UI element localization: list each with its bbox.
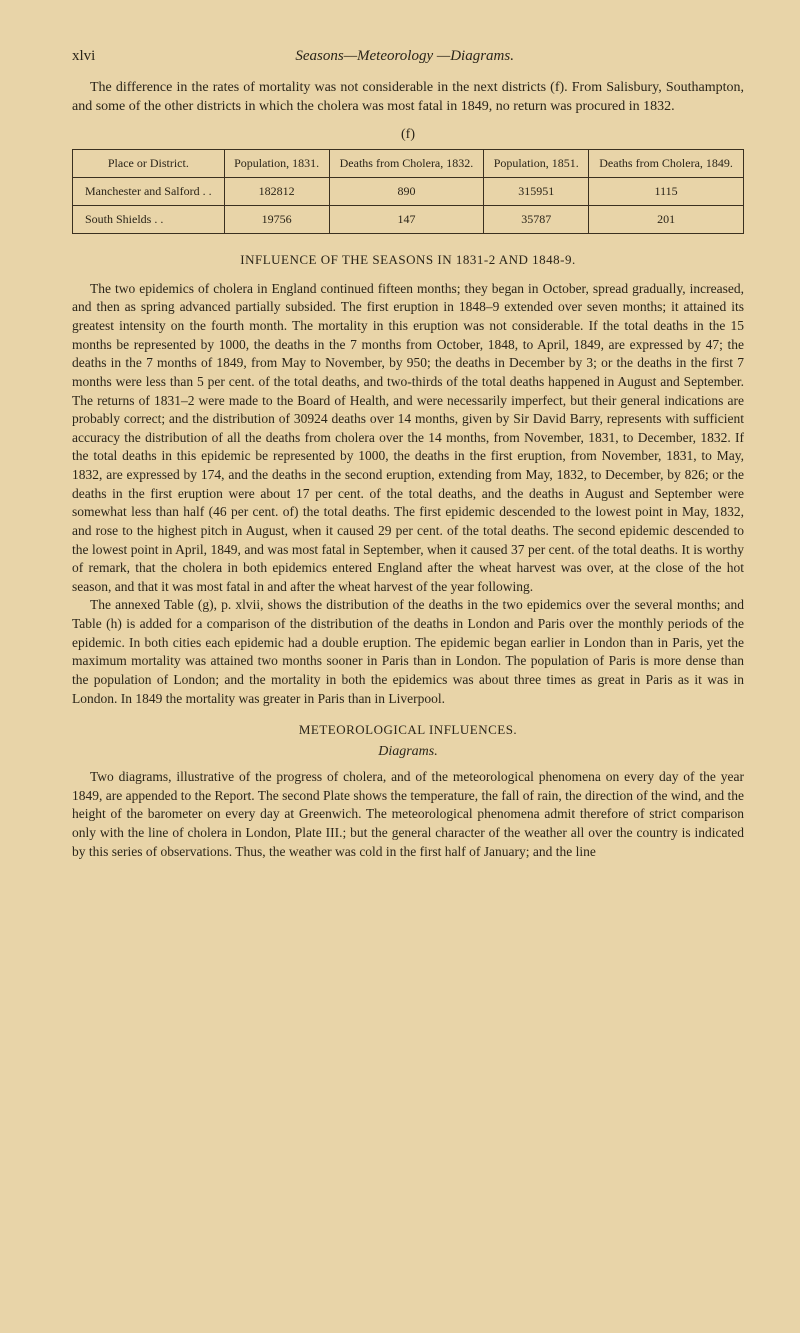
body-text: The two epidemics of cholera in England … — [72, 280, 744, 708]
col-pop-1851: Population, 1851. — [484, 149, 589, 177]
table-row: South Shields . . 19756 147 35787 201 — [73, 205, 744, 233]
table-header-row: Place or District. Population, 1831. Dea… — [73, 149, 744, 177]
meteorological-heading: METEOROLOGICAL INFLUENCES. — [72, 722, 744, 738]
cell-value: 201 — [589, 205, 744, 233]
cell-value: 19756 — [224, 205, 329, 233]
cell-place: Manchester and Salford . . — [73, 177, 225, 205]
paragraph-1: The two epidemics of cholera in England … — [72, 280, 744, 597]
col-deaths-1849: Deaths from Cholera, 1849. — [589, 149, 744, 177]
cell-value: 890 — [329, 177, 484, 205]
running-head: Seasons—Meteorology —Diagrams. — [295, 48, 514, 65]
table-row: Manchester and Salford . . 182812 890 31… — [73, 177, 744, 205]
district-table: Place or District. Population, 1831. Dea… — [72, 149, 744, 234]
page-header: xlvi Seasons—Meteorology —Diagrams. — [72, 48, 744, 65]
cell-place: South Shields . . — [73, 205, 225, 233]
col-deaths-1832: Deaths from Cholera, 1832. — [329, 149, 484, 177]
paragraph-2: The annexed Table (g), p. xlvii, shows t… — [72, 596, 744, 708]
cell-value: 315951 — [484, 177, 589, 205]
cell-value: 1115 — [589, 177, 744, 205]
page-number: xlvi — [72, 48, 95, 65]
col-pop-1831: Population, 1831. — [224, 149, 329, 177]
col-place: Place or District. — [73, 149, 225, 177]
paragraph-3: Two diagrams, illustrative of the progre… — [72, 768, 744, 861]
cell-value: 147 — [329, 205, 484, 233]
diagrams-label: Diagrams. — [72, 744, 744, 760]
table-label: (f) — [72, 127, 744, 143]
seasons-heading: INFLUENCE OF THE SEASONS IN 1831-2 AND 1… — [72, 252, 744, 268]
body-text-2: Two diagrams, illustrative of the progre… — [72, 768, 744, 861]
intro-paragraph: The difference in the rates of mortality… — [72, 79, 744, 117]
cell-value: 182812 — [224, 177, 329, 205]
cell-value: 35787 — [484, 205, 589, 233]
